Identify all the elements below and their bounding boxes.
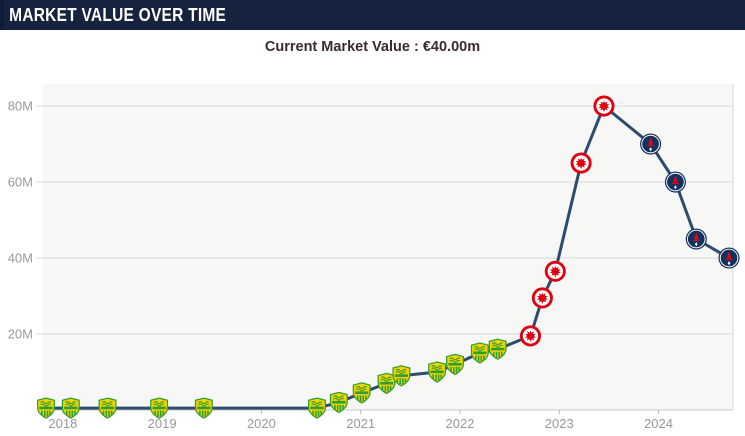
y-axis-label-40M: 40M xyxy=(8,251,33,266)
x-axis-label-2020: 2020 xyxy=(247,416,276,431)
plot-area xyxy=(43,84,733,410)
psg-crest-data-point[interactable] xyxy=(639,133,662,156)
nantes-crest-data-point[interactable] xyxy=(307,397,327,419)
page-title: MARKET VALUE OVER TIME xyxy=(9,4,227,25)
frankfurt-crest-data-point[interactable] xyxy=(570,152,592,174)
x-axis-label-2022: 2022 xyxy=(446,416,475,431)
y-axis-label-20M: 20M xyxy=(8,327,33,342)
y-axis-label-60M: 60M xyxy=(8,175,33,190)
frankfurt-crest-data-point[interactable] xyxy=(519,325,542,347)
x-axis-label-2018: 2018 xyxy=(48,416,77,431)
nantes-crest-data-point[interactable] xyxy=(194,397,213,419)
section-header-bar: MARKET VALUE OVER TIME xyxy=(0,0,745,30)
x-axis-label-2019: 2019 xyxy=(148,416,177,431)
psg-crest-data-point[interactable] xyxy=(664,171,687,194)
frankfurt-crest-data-point[interactable] xyxy=(544,260,566,282)
x-axis-label-2021: 2021 xyxy=(346,416,375,431)
psg-crest-data-point[interactable] xyxy=(685,228,708,251)
current-market-value: Current Market Value : €40.00m xyxy=(0,39,745,55)
psg-crest-data-point[interactable] xyxy=(718,246,741,270)
frankfurt-crest-data-point[interactable] xyxy=(593,95,615,117)
frankfurt-crest-data-point[interactable] xyxy=(531,287,553,309)
nantes-crest-data-point[interactable] xyxy=(98,397,117,419)
current-market-value-amount: €40.00m xyxy=(422,39,481,55)
y-axis-label-80M: 80M xyxy=(8,99,33,114)
x-axis-label-2023: 2023 xyxy=(545,416,574,431)
current-market-value-label: Current Market Value : xyxy=(264,39,419,55)
x-axis-label-2024: 2024 xyxy=(644,416,673,431)
